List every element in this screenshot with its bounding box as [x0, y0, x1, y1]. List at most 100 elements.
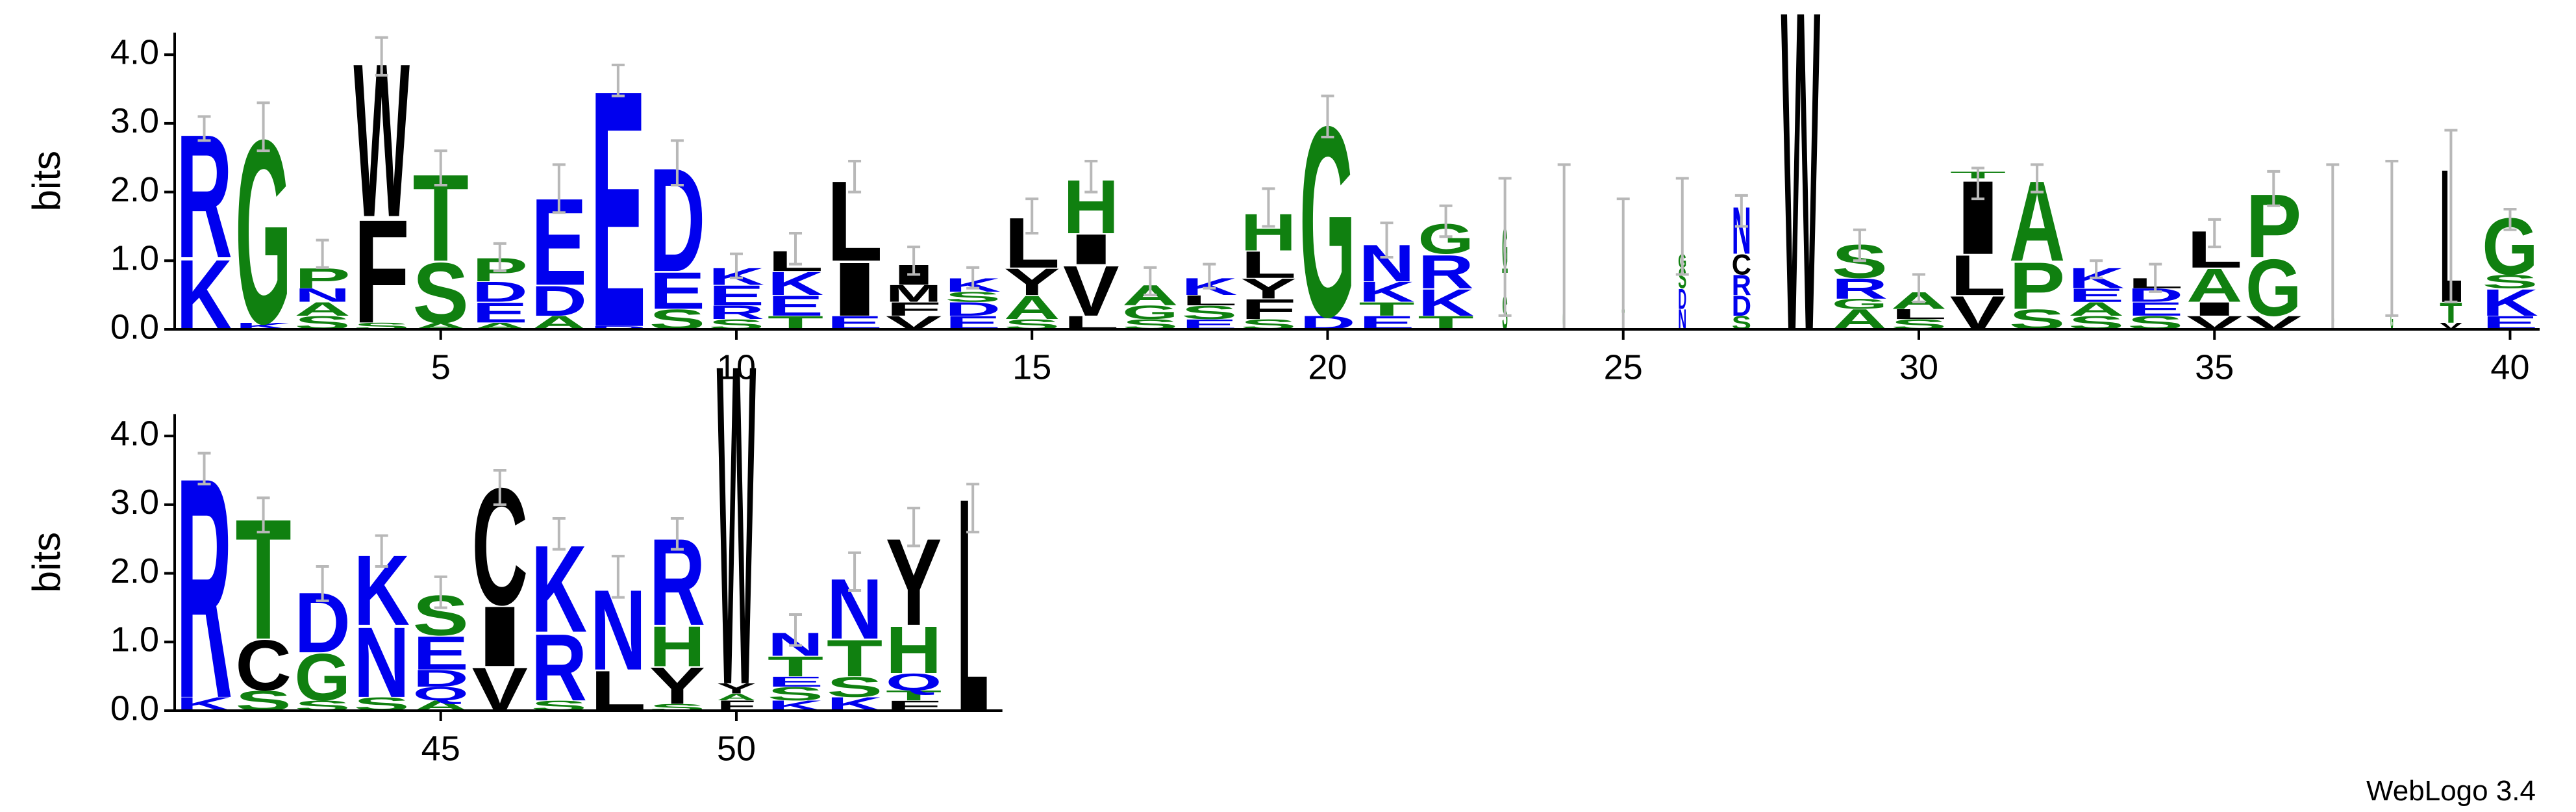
x-tick-label: 5 [431, 348, 451, 387]
logo-letter: D [945, 299, 1001, 320]
logo-letter: G [1122, 302, 1178, 324]
y-axis-label: bits [25, 532, 68, 592]
error-bar [1144, 266, 1157, 297]
logo-letter: G [2245, 243, 2301, 333]
logo-letter: Y [649, 656, 705, 715]
x-tick-label: 10 [717, 348, 756, 387]
logo-letter: W [1781, 0, 1821, 427]
error-bar [1380, 222, 1394, 259]
logo-letter: L [1240, 244, 1296, 286]
error-bar [375, 534, 388, 568]
logo-letter: K [1418, 281, 1474, 324]
x-tick-label: 50 [717, 729, 756, 768]
logo-letter: L [590, 659, 646, 723]
y-tick-label: 3.0 [110, 101, 159, 140]
logo-letter: C [1732, 249, 1751, 281]
x-tick-label: 25 [1604, 348, 1643, 387]
logo-letter: K [176, 240, 232, 351]
error-bar [316, 238, 329, 269]
logo-letter: A [1004, 289, 1060, 326]
error-bar [966, 266, 980, 290]
error-bar [493, 469, 506, 506]
logo-letter: V [1063, 251, 1119, 331]
logo-letter: A [717, 692, 757, 702]
y-tick-label: 1.0 [110, 620, 159, 659]
y-tick-label: 4.0 [110, 32, 159, 71]
error-bar [552, 163, 566, 214]
logo-letter: D [1732, 290, 1751, 322]
logo-letter: I [827, 246, 882, 331]
logo-letter: E [768, 674, 823, 690]
logo-letter: D [412, 665, 468, 692]
logo-letter: S [768, 683, 823, 705]
logo-letter: E [708, 279, 764, 312]
logo-letter: E [472, 296, 528, 329]
logo-letter: V [1950, 287, 2006, 340]
error-bar [1675, 177, 1689, 276]
logo-letter: K [768, 265, 823, 302]
logo-letter: E [768, 290, 823, 322]
error-bar [1734, 194, 1748, 228]
error-bar [1025, 197, 1039, 235]
error-bar [2503, 208, 2517, 231]
logo-letter: I [472, 589, 528, 685]
logo-letter: E [2127, 298, 2183, 320]
logo-letter: E [412, 627, 468, 680]
logo-letter: H [886, 613, 942, 687]
error-bar [1616, 197, 1630, 331]
y-tick-label: 4.0 [110, 414, 159, 453]
logo-letter: I [2186, 298, 2242, 320]
error-bar [907, 507, 921, 548]
error-bar [2090, 259, 2103, 279]
logo-letter: S [412, 244, 468, 340]
error-bar [2385, 160, 2399, 317]
error-bar [552, 517, 566, 551]
error-bar [1203, 262, 1216, 290]
error-bar [256, 496, 270, 534]
logo-letter: R [1732, 270, 1751, 301]
y-tick-label: 2.0 [110, 552, 159, 590]
logo-letter: N [353, 607, 409, 718]
logo-letter: N [294, 285, 350, 306]
error-bar [434, 149, 447, 187]
logo-letter: L [1950, 243, 2006, 307]
logo-letter: T [827, 629, 882, 688]
error-bar [2326, 163, 2340, 331]
logo-letter: M [886, 281, 942, 307]
y-tick-label: 0.0 [110, 307, 159, 346]
error-bar [2208, 218, 2221, 249]
logo-letter: D [472, 276, 528, 308]
error-bar [1498, 177, 1512, 317]
logo-letter: S [1181, 302, 1237, 324]
logo-letter: T [768, 651, 823, 683]
logo-letter: E [649, 261, 705, 320]
error-bar [1321, 94, 1334, 139]
logo-letter: Y [1004, 261, 1060, 303]
error-bar [670, 139, 684, 187]
error-bar [611, 64, 625, 97]
error-bar [2149, 262, 2162, 293]
error-bar [2031, 163, 2044, 194]
x-tick-label: 40 [2490, 348, 2529, 387]
logo-letter: P [2009, 248, 2065, 323]
error-bar [2267, 170, 2281, 207]
logo-letter: L [1891, 306, 1947, 322]
logo-letter: D [590, 325, 647, 330]
logo-letter: G [294, 640, 350, 715]
error-bar [729, 252, 743, 279]
logo-letter: S [945, 289, 1001, 305]
error-bar [1084, 160, 1098, 194]
logo-letter: Q [886, 668, 942, 695]
x-tick-label: 15 [1012, 348, 1051, 387]
logo-letter: W [717, 270, 757, 781]
error-bar [256, 101, 270, 153]
x-tick-label: 30 [1899, 348, 1938, 387]
logo-letter: R [1418, 246, 1473, 299]
error-bar [197, 451, 211, 486]
y-tick-label: 1.0 [110, 239, 159, 278]
logo-letter: G [2390, 304, 2393, 336]
logo-letter: D [1678, 284, 1686, 315]
error-bar [375, 36, 388, 77]
error-bar [611, 555, 625, 599]
logo-letter: S [2482, 271, 2538, 292]
